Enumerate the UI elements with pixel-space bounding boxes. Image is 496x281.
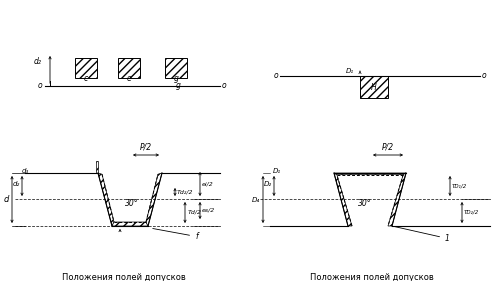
Polygon shape — [334, 173, 352, 226]
Text: o: o — [482, 71, 487, 80]
Text: d₂: d₂ — [13, 181, 20, 187]
Text: P/2: P/2 — [382, 143, 394, 152]
Polygon shape — [146, 173, 162, 226]
Text: c: c — [84, 74, 88, 83]
Text: TD₁/2: TD₁/2 — [452, 183, 467, 189]
Bar — [165, 58, 187, 78]
Polygon shape — [388, 173, 406, 226]
Text: d₂: d₂ — [34, 58, 42, 67]
Polygon shape — [334, 173, 406, 175]
Text: ei/2: ei/2 — [202, 182, 214, 187]
Text: 1: 1 — [395, 226, 450, 243]
Polygon shape — [96, 161, 98, 173]
Text: Td/2: Td/2 — [188, 210, 202, 215]
Text: Положения полей допусков
внутренней резьбы: Положения полей допусков внутренней резь… — [310, 273, 434, 281]
Text: f: f — [153, 228, 197, 241]
Text: o: o — [37, 81, 42, 90]
Bar — [360, 76, 388, 98]
Text: Положения полей допусков
наружной резьбы: Положения полей допусков наружной резьбы — [62, 273, 186, 281]
Text: D₁: D₁ — [346, 68, 354, 74]
Text: d: d — [3, 195, 9, 204]
Text: e: e — [126, 74, 131, 83]
Bar — [118, 58, 140, 78]
Bar — [75, 58, 97, 78]
Text: H: H — [371, 83, 377, 92]
Text: es/2: es/2 — [202, 208, 215, 213]
Polygon shape — [112, 222, 148, 226]
Text: o: o — [222, 81, 227, 90]
Text: D₄: D₄ — [252, 196, 260, 203]
Text: 30°: 30° — [358, 198, 372, 207]
Text: 30°: 30° — [125, 198, 139, 207]
Polygon shape — [98, 173, 114, 226]
Text: g: g — [176, 81, 181, 90]
Text: D₂: D₂ — [264, 181, 272, 187]
Text: D₁: D₁ — [273, 168, 281, 174]
Text: o: o — [273, 71, 278, 80]
Text: P/2: P/2 — [140, 143, 152, 152]
Text: d₃: d₃ — [22, 168, 29, 174]
Text: TD₂/2: TD₂/2 — [464, 210, 479, 215]
Text: g: g — [174, 74, 179, 83]
Text: Td₂/2: Td₂/2 — [177, 189, 193, 194]
